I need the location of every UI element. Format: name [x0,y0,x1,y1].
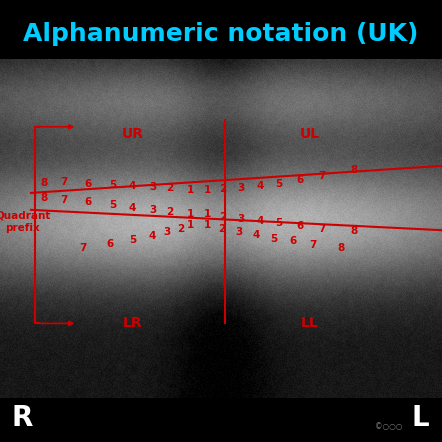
Text: 6: 6 [106,239,113,249]
Text: 1: 1 [187,209,194,219]
Text: 5: 5 [109,180,116,191]
Text: Quadrant
prefix: Quadrant prefix [0,211,51,232]
Text: 4: 4 [256,216,263,226]
Text: 1: 1 [187,220,194,230]
Text: ©○○○: ©○○○ [375,422,403,431]
Text: 5: 5 [271,234,278,244]
Text: 6: 6 [85,179,92,190]
Text: 7: 7 [61,177,68,187]
Text: 8: 8 [41,193,48,203]
Text: 8: 8 [350,226,357,236]
Text: 5: 5 [275,218,282,229]
Text: 5: 5 [109,201,116,210]
Text: 5: 5 [129,235,136,245]
Text: 7: 7 [61,194,68,205]
Text: UL: UL [299,126,320,141]
Text: 3: 3 [164,227,171,237]
Text: 1: 1 [187,185,194,195]
Text: 1: 1 [204,220,211,230]
Text: UR: UR [122,126,144,141]
Text: 4: 4 [129,203,136,213]
Text: 4: 4 [256,181,263,191]
Text: 7: 7 [318,224,325,233]
Text: 6: 6 [85,197,92,207]
Text: 3: 3 [149,205,156,215]
Text: 4: 4 [129,182,136,191]
Text: 3: 3 [237,183,244,193]
Text: 7: 7 [318,171,325,181]
Text: Alphanumeric notation (UK): Alphanumeric notation (UK) [23,22,419,46]
Text: 2: 2 [220,212,227,221]
Text: 2: 2 [167,207,174,217]
Text: 6: 6 [296,221,303,231]
Text: LL: LL [301,316,318,331]
Text: 3: 3 [237,214,244,224]
Text: 7: 7 [80,243,87,253]
Text: 2: 2 [220,184,227,194]
Text: 7: 7 [309,240,316,250]
Text: 6: 6 [296,175,303,185]
Text: 6: 6 [290,236,297,246]
Text: 3: 3 [235,227,242,237]
Text: 8: 8 [338,243,345,253]
Text: 8: 8 [41,178,48,188]
Text: 5: 5 [275,179,282,189]
Text: 2: 2 [178,224,185,233]
Text: R: R [11,404,33,432]
Text: 4: 4 [253,230,260,240]
Text: 2: 2 [218,224,225,233]
Text: 4: 4 [149,231,156,241]
Text: 3: 3 [149,182,156,192]
Text: 8: 8 [350,165,357,175]
Text: LR: LR [123,316,142,331]
Text: L: L [411,404,429,432]
Text: 2: 2 [167,183,174,194]
Text: 1: 1 [204,209,211,219]
Text: 1: 1 [204,185,211,195]
